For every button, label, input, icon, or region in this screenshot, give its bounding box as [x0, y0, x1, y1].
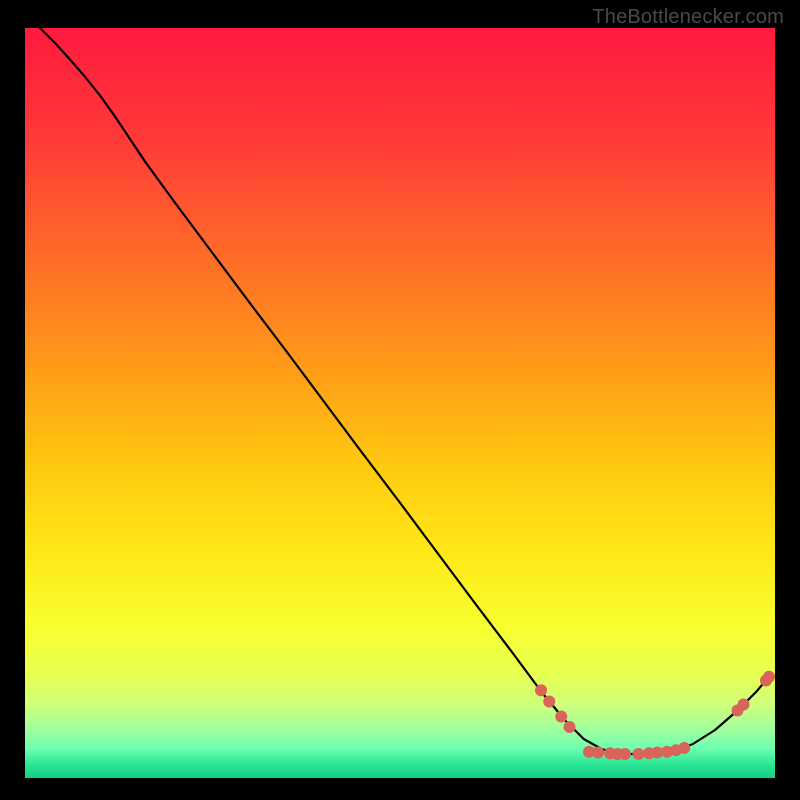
watermark-text: TheBottlenecker.com — [592, 6, 784, 29]
marker-point — [543, 696, 555, 708]
chart-container — [25, 28, 775, 778]
marker-point — [678, 742, 690, 754]
marker-point — [763, 671, 775, 683]
chart-svg — [25, 28, 775, 778]
marker-point — [633, 748, 645, 760]
marker-point — [738, 699, 750, 711]
marker-point — [555, 711, 567, 723]
marker-point — [619, 748, 631, 760]
plot-background — [25, 28, 775, 778]
marker-point — [592, 747, 604, 759]
marker-point — [564, 721, 576, 733]
marker-point — [535, 684, 547, 696]
